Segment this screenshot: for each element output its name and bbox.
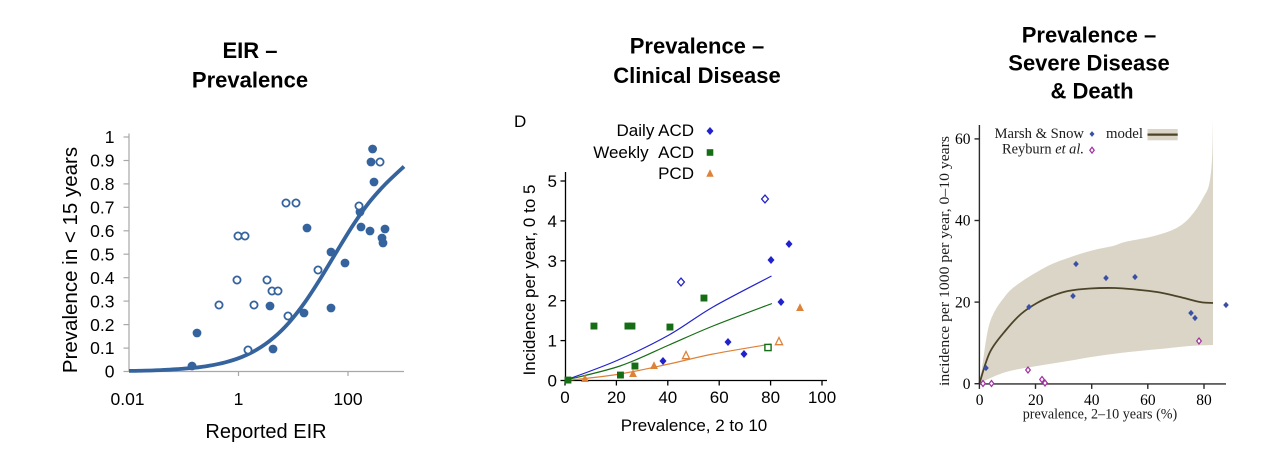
svg-text:0.1: 0.1 xyxy=(90,338,114,358)
svg-text:5: 5 xyxy=(548,172,557,191)
svg-text:D: D xyxy=(514,112,526,131)
svg-text:Prevalence –: Prevalence – xyxy=(630,34,765,59)
svg-text:1: 1 xyxy=(234,389,244,409)
svg-text:60: 60 xyxy=(1140,392,1156,409)
svg-text:model: model xyxy=(1106,126,1143,142)
svg-text:Prevalence in < 15 years: Prevalence in < 15 years xyxy=(59,147,82,373)
svg-text:4: 4 xyxy=(548,212,557,231)
svg-text:Clinical Disease: Clinical Disease xyxy=(613,63,781,88)
svg-text:20: 20 xyxy=(1028,392,1044,409)
svg-text:40: 40 xyxy=(1084,392,1100,409)
svg-text:80: 80 xyxy=(761,388,780,407)
svg-text:80: 80 xyxy=(1196,392,1212,409)
svg-text:Prevalence, 2 to 10: Prevalence, 2 to 10 xyxy=(621,416,767,435)
svg-text:100: 100 xyxy=(333,389,362,409)
svg-text:prevalence, 2–10 years (%): prevalence, 2–10 years (%) xyxy=(1023,407,1178,423)
svg-text:0: 0 xyxy=(548,372,557,391)
svg-text:0.5: 0.5 xyxy=(90,244,114,264)
svg-text:60: 60 xyxy=(710,388,729,407)
svg-text:Incidence per year, 0 to 5: Incidence per year, 0 to 5 xyxy=(520,185,539,376)
svg-text:100: 100 xyxy=(808,388,836,407)
svg-text:40: 40 xyxy=(658,388,677,407)
svg-text:1: 1 xyxy=(105,127,115,147)
svg-text:60: 60 xyxy=(955,131,971,148)
svg-text:20: 20 xyxy=(955,294,971,311)
svg-text:Reported EIR: Reported EIR xyxy=(205,421,326,443)
svg-text:EIR –: EIR – xyxy=(222,38,277,63)
svg-text:& Death: & Death xyxy=(1050,78,1133,103)
svg-text:3: 3 xyxy=(548,252,557,271)
svg-text:0: 0 xyxy=(976,392,984,409)
svg-text:Weekly ACD: Weekly ACD xyxy=(593,143,694,162)
svg-text:0.7: 0.7 xyxy=(90,198,114,218)
svg-text:0: 0 xyxy=(105,362,115,382)
svg-text:Prevalence –: Prevalence – xyxy=(1022,22,1157,47)
svg-text:0.4: 0.4 xyxy=(90,268,115,288)
svg-text:0: 0 xyxy=(560,388,569,407)
svg-text:Marsh & Snow: Marsh & Snow xyxy=(995,126,1085,142)
svg-text:1: 1 xyxy=(548,332,557,351)
svg-text:40: 40 xyxy=(955,213,971,230)
svg-text:0.2: 0.2 xyxy=(90,315,114,335)
svg-text:0.6: 0.6 xyxy=(90,221,114,241)
svg-text:20: 20 xyxy=(607,388,626,407)
svg-text:incidence per 1000 per year, 0: incidence per 1000 per year, 0–10 years xyxy=(937,136,953,386)
svg-text:Prevalence: Prevalence xyxy=(192,67,308,92)
svg-text:Daily ACD: Daily ACD xyxy=(617,121,694,140)
svg-text:0: 0 xyxy=(963,376,971,393)
svg-text:0.3: 0.3 xyxy=(90,291,114,311)
svg-text:PCD: PCD xyxy=(658,164,694,183)
svg-text:0.8: 0.8 xyxy=(90,174,114,194)
svg-text:0.01: 0.01 xyxy=(110,389,144,409)
svg-text:0.9: 0.9 xyxy=(90,151,114,171)
svg-text:2: 2 xyxy=(548,292,557,311)
svg-text:Severe Disease: Severe Disease xyxy=(1008,50,1169,75)
svg-text:Reyburn et al.: Reyburn et al. xyxy=(1002,142,1084,158)
